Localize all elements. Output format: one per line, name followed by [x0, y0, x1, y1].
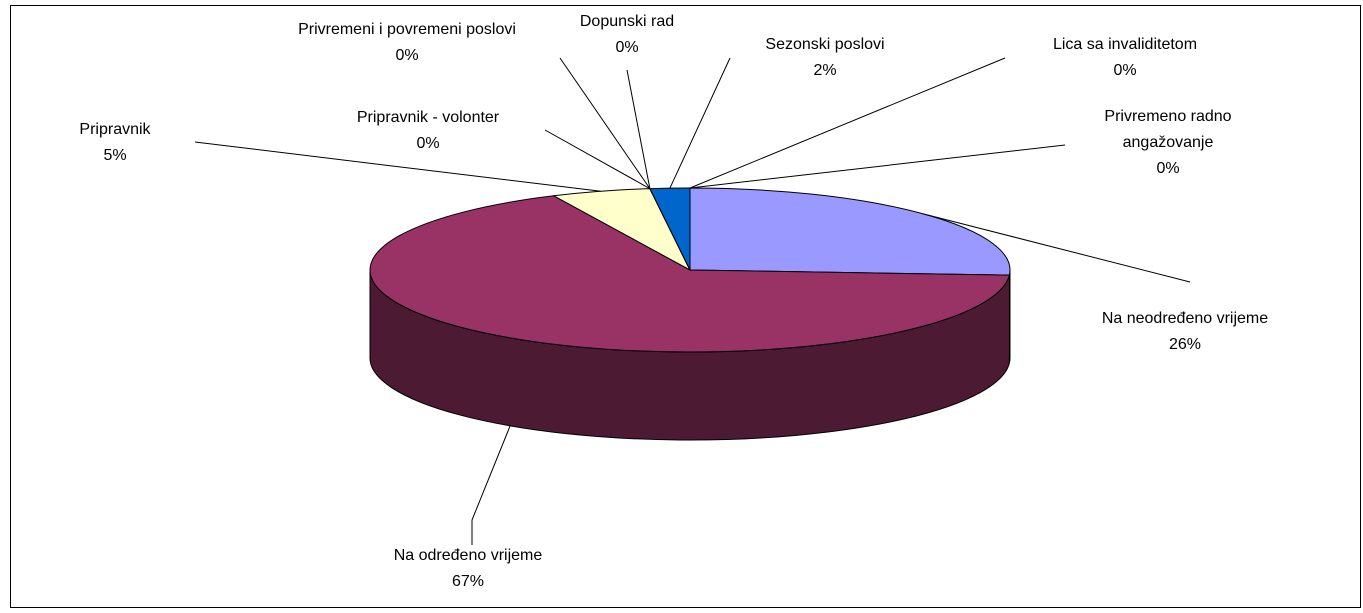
leader-line — [194, 141, 601, 192]
label-value: 26% — [1168, 336, 1202, 353]
leader-line — [669, 57, 731, 189]
data-label: Privremeno radno angažovanje 0% — [1078, 104, 1258, 182]
label-name: Na neodređeno vrijeme — [1101, 310, 1269, 327]
leader-line — [559, 57, 651, 189]
leader-line — [689, 144, 1066, 189]
data-label: Dopunski rad 0% — [557, 9, 697, 61]
label-value: 67% — [451, 573, 485, 590]
leader-line — [471, 425, 511, 545]
label-value: 0% — [1156, 160, 1180, 177]
data-label: Pripravnik - volonter 0% — [318, 105, 538, 157]
data-label: Privremeni i povremeni poslovi 0% — [287, 17, 527, 69]
leader-line — [544, 129, 651, 190]
label-name: Privremeno radno angažovanje — [1104, 108, 1232, 151]
label-value: 0% — [395, 47, 419, 64]
pie-slice — [369, 195, 1011, 353]
leader-line — [923, 213, 1191, 283]
leader-line — [626, 69, 651, 189]
data-label: Na neodređeno vrijeme 26% — [1055, 306, 1315, 358]
label-value: 2% — [813, 62, 837, 79]
label-name: Pripravnik - volonter — [356, 109, 500, 126]
label-name: Na određeno vrijeme — [393, 547, 543, 564]
label-name: Lica sa invaliditetom — [1052, 36, 1198, 53]
label-value: 0% — [1113, 62, 1137, 79]
label-value: 0% — [615, 39, 639, 56]
label-name: Sezonski poslovi — [765, 36, 885, 53]
label-value: 0% — [416, 135, 440, 152]
label-name: Privremeni i povremeni poslovi — [298, 21, 516, 38]
leader-line — [689, 57, 1006, 189]
label-name: Pripravnik — [79, 121, 151, 138]
label-name: Dopunski rad — [579, 13, 675, 30]
data-label: Pripravnik 5% — [55, 117, 175, 169]
data-label: Lica sa invaliditetom 0% — [1015, 32, 1235, 84]
label-value: 5% — [103, 147, 127, 164]
data-label: Na određeno vrijeme 67% — [338, 543, 598, 595]
data-label: Sezonski poslovi 2% — [735, 32, 915, 84]
